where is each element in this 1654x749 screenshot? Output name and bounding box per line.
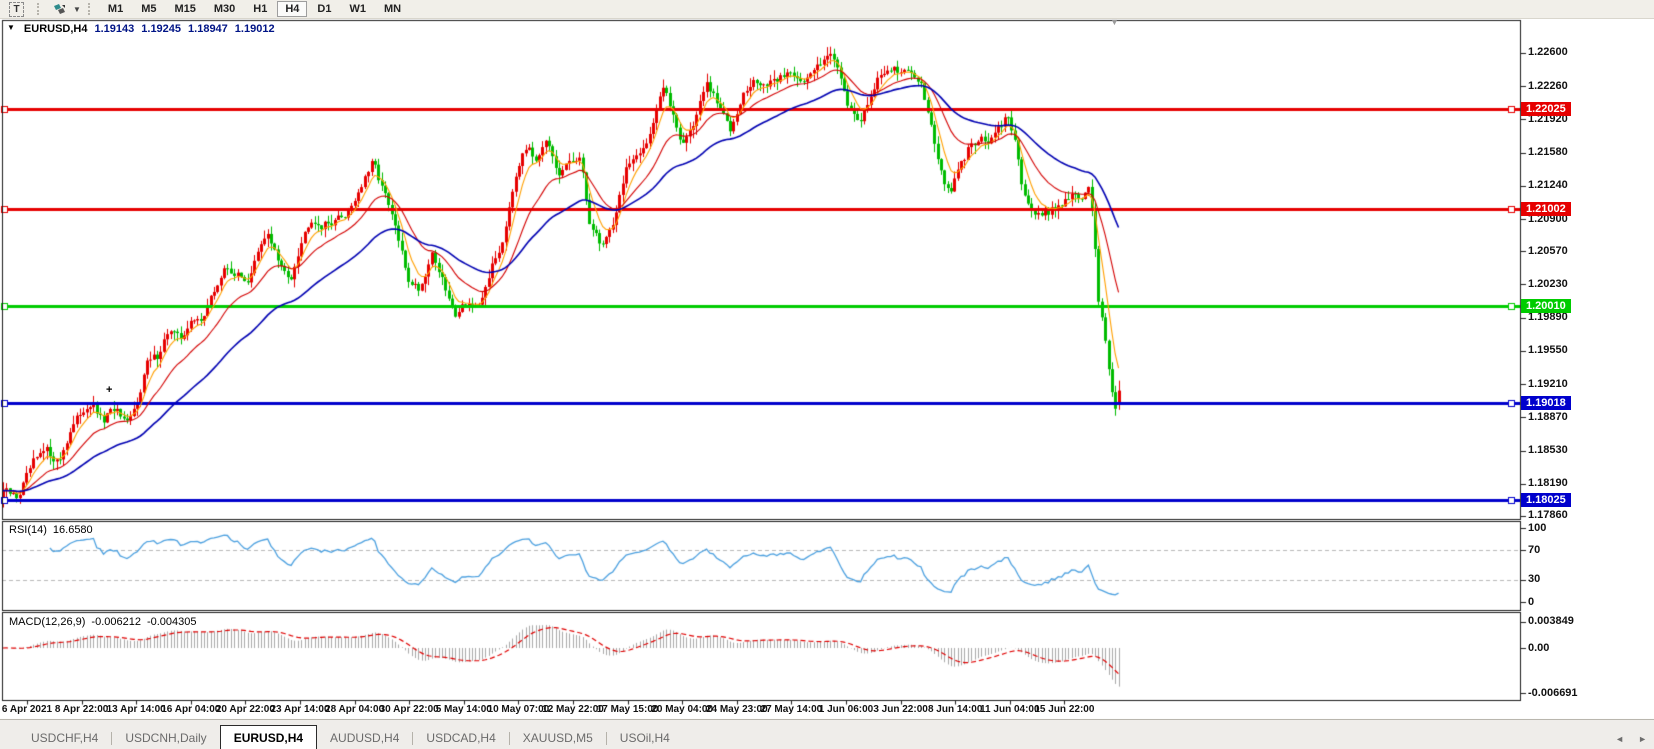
ohlc-low: 1.18947 bbox=[188, 23, 228, 35]
hline-price-tag[interactable]: 1.18025 bbox=[1521, 492, 1571, 507]
rsi-scale-label: 0 bbox=[1528, 595, 1535, 608]
tab-separator bbox=[508, 732, 510, 745]
macd-scale-label: -0.006691 bbox=[1528, 686, 1578, 699]
macd-label: MACD(12,26,9) -0.006212 -0.004305 bbox=[9, 616, 197, 628]
tab-audusd-h4[interactable]: AUDUSD,H4 bbox=[330, 731, 400, 745]
tab-eurusd-h4[interactable]: EURUSD,H4 bbox=[219, 725, 318, 749]
y-axis-label: 1.22600 bbox=[1528, 46, 1568, 59]
tab-usdcnh-daily[interactable]: USDCNH,Daily bbox=[125, 731, 207, 745]
y-axis-label: 1.19890 bbox=[1528, 311, 1568, 324]
rsi-scale-label: 30 bbox=[1528, 573, 1541, 586]
tab-usdcad-h4[interactable]: USDCAD,H4 bbox=[426, 731, 496, 745]
symbol-period-label: EURUSD,H4 bbox=[23, 23, 88, 35]
cross-marker-icon: + bbox=[106, 384, 113, 396]
x-axis-label: 20 May 04:00 bbox=[651, 704, 714, 715]
x-axis-label: 17 May 15:00 bbox=[596, 704, 659, 715]
y-axis-label: 1.18530 bbox=[1528, 444, 1568, 456]
x-axis-label: 1 Jun 06:00 bbox=[818, 704, 874, 715]
rsi-scale-label: 70 bbox=[1528, 543, 1541, 556]
chart-title: ▼ EURUSD,H4 1.19143 1.19245 1.18947 1.19… bbox=[7, 23, 275, 35]
symbol-tab-bar: USDCHF,H4 USDCNH,Daily EURUSD,H4 AUDUSD,H4 U… bbox=[0, 719, 1654, 749]
timeframe-button-mn[interactable]: MN bbox=[376, 1, 409, 17]
y-axis-label: 1.20570 bbox=[1528, 244, 1568, 257]
tab-separator bbox=[111, 732, 113, 745]
ohlc-close: 1.19012 bbox=[234, 23, 275, 35]
hline-price-tag[interactable]: 1.19018 bbox=[1521, 395, 1571, 410]
tab-usdchf-h4[interactable]: USDCHF,H4 bbox=[31, 731, 99, 745]
text-tool-icon: T bbox=[9, 1, 24, 17]
macd-scale-label: 0.003849 bbox=[1528, 615, 1574, 628]
timeframe-button-h1[interactable]: H1 bbox=[245, 1, 275, 17]
macd-scale-label: 0.00 bbox=[1528, 641, 1550, 654]
timeframe-button-m30[interactable]: M30 bbox=[206, 1, 243, 17]
tab-xauusd-m5[interactable]: XAUUSD,M5 bbox=[522, 731, 593, 745]
timeframe-button-m1[interactable]: M1 bbox=[100, 1, 131, 17]
y-axis-label: 1.21240 bbox=[1528, 179, 1568, 192]
hline-price-tag[interactable]: 1.21002 bbox=[1521, 202, 1571, 217]
x-axis-label: 27 May 14:00 bbox=[760, 704, 823, 715]
macd-signal-value: -0.004305 bbox=[146, 616, 197, 628]
x-axis-label: 24 May 23:00 bbox=[705, 704, 768, 715]
x-axis-label: 8 Apr 22:00 bbox=[54, 704, 109, 715]
symbol-dropdown-icon[interactable]: ▼ bbox=[7, 23, 15, 32]
y-axis-label: 1.22260 bbox=[1528, 79, 1568, 92]
x-axis-label: 8 Jun 14:00 bbox=[927, 704, 983, 715]
y-axis-label: 1.19210 bbox=[1528, 377, 1568, 390]
text-tool-button[interactable]: T bbox=[1, 1, 32, 17]
hline-price-tag[interactable]: 1.22025 bbox=[1521, 102, 1571, 117]
tab-separator bbox=[605, 732, 607, 745]
tab-usoil-h4[interactable]: USOil,H4 bbox=[619, 731, 670, 745]
x-axis-label: 13 Apr 14:00 bbox=[106, 704, 166, 715]
y-axis-label: 1.21580 bbox=[1528, 146, 1568, 159]
x-axis-label: 3 Jun 22:00 bbox=[873, 704, 928, 715]
macd-value: -0.006212 bbox=[91, 616, 141, 628]
top-toolbar: T ▼ M1 M5 M15 M30 H1 H4 D1 W1 MN bbox=[0, 0, 1654, 19]
draw-objects-icon bbox=[54, 3, 65, 14]
x-axis-label: 11 Jun 04:00 bbox=[980, 704, 1040, 715]
rsi-label: RSI(14) 16.6580 bbox=[9, 524, 93, 536]
timeframe-button-m5[interactable]: M5 bbox=[133, 1, 164, 17]
ohlc-open: 1.19143 bbox=[94, 23, 135, 35]
x-axis-label: 30 Apr 22:00 bbox=[379, 704, 439, 715]
y-axis-label: 1.20230 bbox=[1528, 277, 1568, 290]
tab-scroll-right-icon[interactable]: ► bbox=[1638, 734, 1647, 744]
tab-scroll-left-icon[interactable]: ◄ bbox=[1615, 734, 1625, 744]
timeframe-button-group: M1 M5 M15 M30 H1 H4 D1 W1 MN bbox=[99, 1, 410, 17]
x-axis-label: 10 May 07:00 bbox=[487, 704, 550, 715]
x-axis-label: 12 May 22:00 bbox=[542, 704, 604, 715]
tab-separator bbox=[412, 732, 414, 745]
timeframe-button-h4[interactable]: H4 bbox=[277, 1, 308, 17]
x-axis-label: 16 Apr 04:00 bbox=[161, 704, 221, 715]
draw-objects-button[interactable] bbox=[49, 1, 69, 17]
timeframe-button-w1[interactable]: W1 bbox=[341, 1, 374, 17]
y-axis-label: 1.17860 bbox=[1528, 509, 1568, 522]
hline-price-tag[interactable]: 1.20010 bbox=[1521, 298, 1571, 313]
timeframe-button-d1[interactable]: D1 bbox=[309, 1, 339, 17]
x-axis-label: 28 Apr 04:00 bbox=[325, 704, 385, 715]
x-axis-label: 6 Apr 2021 bbox=[1, 704, 53, 715]
x-axis-label: 15 Jun 22:00 bbox=[1034, 704, 1095, 715]
x-axis-label: 5 May 14:00 bbox=[435, 704, 492, 715]
rsi-scale-label: 100 bbox=[1528, 521, 1547, 534]
objects-dropdown-caret-icon[interactable]: ▼ bbox=[73, 4, 81, 14]
rsi-name: RSI(14) bbox=[9, 524, 47, 536]
chart-shift-marker-icon: ▼ bbox=[1110, 17, 1119, 27]
rsi-value: 16.6580 bbox=[52, 524, 93, 536]
toolbar-grip bbox=[37, 3, 44, 15]
timeframe-button-m15[interactable]: M15 bbox=[166, 1, 203, 17]
y-axis-label: 1.18190 bbox=[1528, 477, 1568, 490]
x-axis-label: 23 Apr 14:00 bbox=[270, 704, 330, 715]
y-axis-label: 1.19550 bbox=[1528, 344, 1568, 357]
ohlc-high: 1.19245 bbox=[141, 23, 182, 35]
x-axis-label: 20 Apr 22:00 bbox=[215, 704, 275, 715]
toolbar-grip bbox=[87, 3, 95, 15]
macd-name: MACD(12,26,9) bbox=[9, 616, 86, 628]
y-axis-label: 1.18870 bbox=[1528, 410, 1568, 423]
